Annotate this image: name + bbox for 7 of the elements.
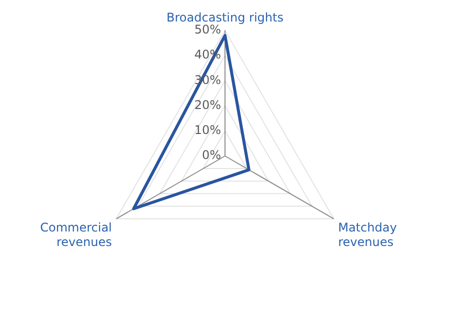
spoke-label: Broadcasting rights — [166, 10, 284, 24]
y-tick-label: 0% — [202, 148, 221, 162]
y-tick-label: 20% — [194, 98, 221, 112]
spoke-label: Commercial revenues — [40, 220, 112, 250]
y-tick-label: 50% — [194, 22, 221, 37]
spoke-label: Matchday revenues — [338, 220, 397, 250]
y-tick-label: 10% — [194, 123, 221, 138]
